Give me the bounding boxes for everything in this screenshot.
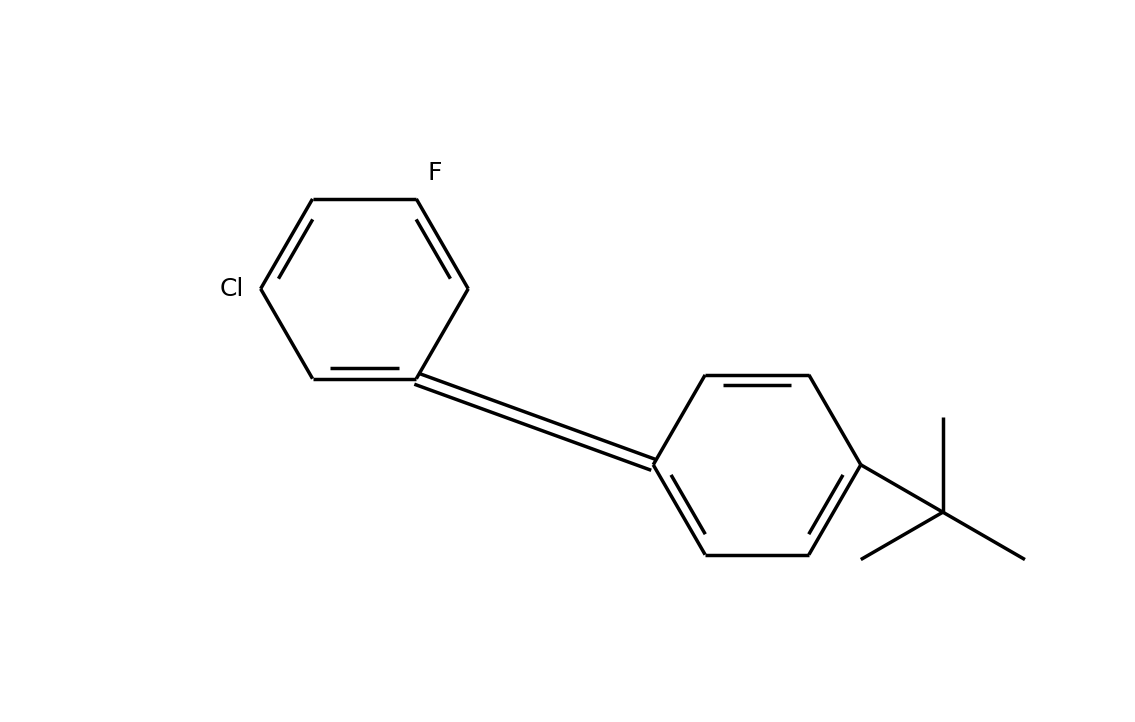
- Text: F: F: [427, 162, 442, 186]
- Text: Cl: Cl: [220, 277, 244, 301]
